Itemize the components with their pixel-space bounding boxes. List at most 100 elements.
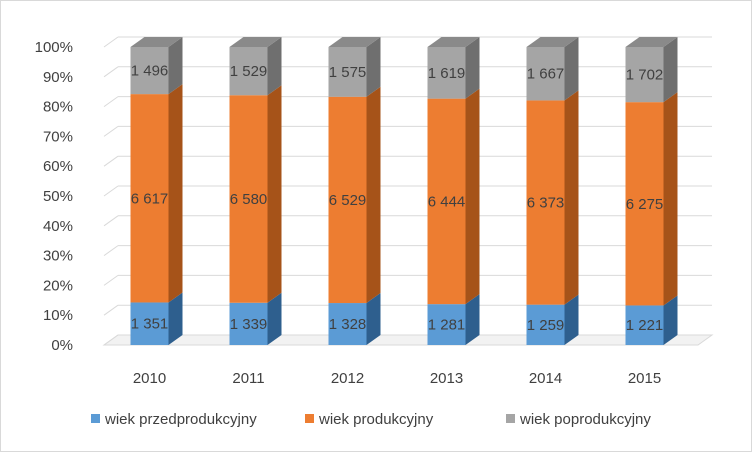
bar-segment [526, 100, 565, 305]
bar-segment [229, 302, 268, 345]
bars [130, 37, 678, 345]
bar-side [168, 84, 183, 303]
gridline-side [103, 215, 119, 227]
bar-segment [130, 94, 169, 303]
gridline-side [103, 334, 119, 346]
gridline-side [103, 66, 119, 78]
bar-segment [229, 47, 268, 96]
chart-walls [102, 334, 714, 346]
bar-segment [625, 305, 664, 345]
bar-side [465, 294, 480, 345]
bar-side [663, 37, 678, 103]
bar-side [465, 88, 480, 305]
y-axis: 0% 10% 20% 30% 40% 50% 60% 70% 80% 90% 100% [35, 39, 73, 354]
bar-segment [625, 47, 664, 103]
y-tick-label: 90% [43, 69, 73, 86]
x-tick-label: 2010 [133, 370, 166, 387]
y-tick-label: 30% [43, 248, 73, 265]
data-label: 6 617 [131, 190, 169, 207]
legend-item: wiek produkcyjny [305, 411, 434, 428]
bar-segment [625, 102, 664, 306]
data-label: 1 619 [428, 65, 466, 82]
bar-segment [328, 303, 367, 345]
data-label: 1 575 [329, 64, 367, 81]
bar-side [564, 90, 579, 305]
bar-top [427, 37, 480, 47]
bar-side [465, 37, 480, 99]
bar-side [267, 37, 282, 96]
bar-side [267, 292, 282, 345]
y-tick-label: 80% [43, 99, 73, 116]
bar-side [168, 292, 183, 345]
bar-segment [328, 47, 367, 97]
bar-side [564, 294, 579, 345]
data-labels: 1 351 6 617 1 496 1 339 6 580 1 529 1 328 6 529… [131, 63, 664, 335]
bar-side [366, 37, 381, 97]
bar-side [663, 295, 678, 345]
bar-segment [526, 47, 565, 101]
y-tick-label: 0% [51, 337, 73, 354]
y-tick-label: 20% [43, 277, 73, 294]
bar-top [526, 37, 579, 47]
y-tick-label: 100% [35, 39, 73, 56]
bar-segment [229, 95, 268, 303]
x-tick-label: 2013 [430, 370, 463, 387]
data-label: 1 496 [131, 63, 169, 80]
x-tick-label: 2015 [628, 370, 661, 387]
gridline-side [103, 304, 119, 316]
bar-segment [130, 302, 169, 345]
y-tick-label: 40% [43, 218, 73, 235]
bar-side [663, 92, 678, 306]
bar-top [229, 37, 282, 47]
y-tick-label: 60% [43, 158, 73, 175]
x-axis: 2010 2011 2012 2013 2014 2015 [133, 370, 661, 387]
legend-swatch [506, 414, 515, 423]
bar-side [168, 37, 183, 95]
data-label: 6 529 [329, 192, 367, 209]
y-tick-label: 50% [43, 188, 73, 205]
gridline-side [103, 155, 119, 167]
data-label: 1 221 [626, 317, 664, 334]
legend-label: wiek produkcyjny [318, 411, 434, 428]
bar-side [564, 37, 579, 101]
data-label: 1 339 [230, 316, 268, 333]
legend-swatch [305, 414, 314, 423]
legend: wiek przedprodukcyjny wiek produkcyjny wie… [91, 411, 651, 428]
bar-segment [130, 47, 169, 95]
data-label: 6 275 [626, 196, 664, 213]
x-tick-label: 2011 [232, 370, 264, 387]
data-label: 6 373 [527, 195, 565, 212]
data-label: 1 328 [329, 316, 367, 333]
bar-segment [427, 47, 466, 99]
data-label: 1 529 [230, 63, 268, 80]
gridline-side [103, 245, 119, 257]
chart-floor [102, 334, 714, 346]
data-label: 1 351 [131, 316, 169, 333]
bar-top [130, 37, 183, 47]
y-tick-label: 70% [43, 128, 73, 145]
data-label: 6 444 [428, 193, 466, 210]
gridline-side [103, 125, 119, 137]
legend-item: wiek poprodukcyjny [506, 411, 651, 428]
bar-top [625, 37, 678, 47]
gridline-side [103, 96, 119, 108]
gridline-side [103, 36, 119, 48]
bar-side [267, 85, 282, 303]
x-tick-label: 2014 [529, 370, 562, 387]
gridline-side [103, 185, 119, 197]
legend-label: wiek poprodukcyjny [519, 411, 651, 428]
data-label: 1 667 [527, 66, 565, 83]
bar-top [328, 37, 381, 47]
data-label: 6 580 [230, 191, 268, 208]
x-tick-label: 2012 [331, 370, 364, 387]
data-label: 1 259 [527, 317, 565, 334]
y-tick-label: 10% [43, 307, 73, 324]
bar-segment [328, 96, 367, 304]
bar-side [366, 86, 381, 304]
legend-item: wiek przedprodukcyjny [91, 411, 257, 428]
data-label: 1 702 [626, 67, 664, 84]
gridlines [103, 36, 712, 346]
gridline-side [103, 274, 119, 286]
